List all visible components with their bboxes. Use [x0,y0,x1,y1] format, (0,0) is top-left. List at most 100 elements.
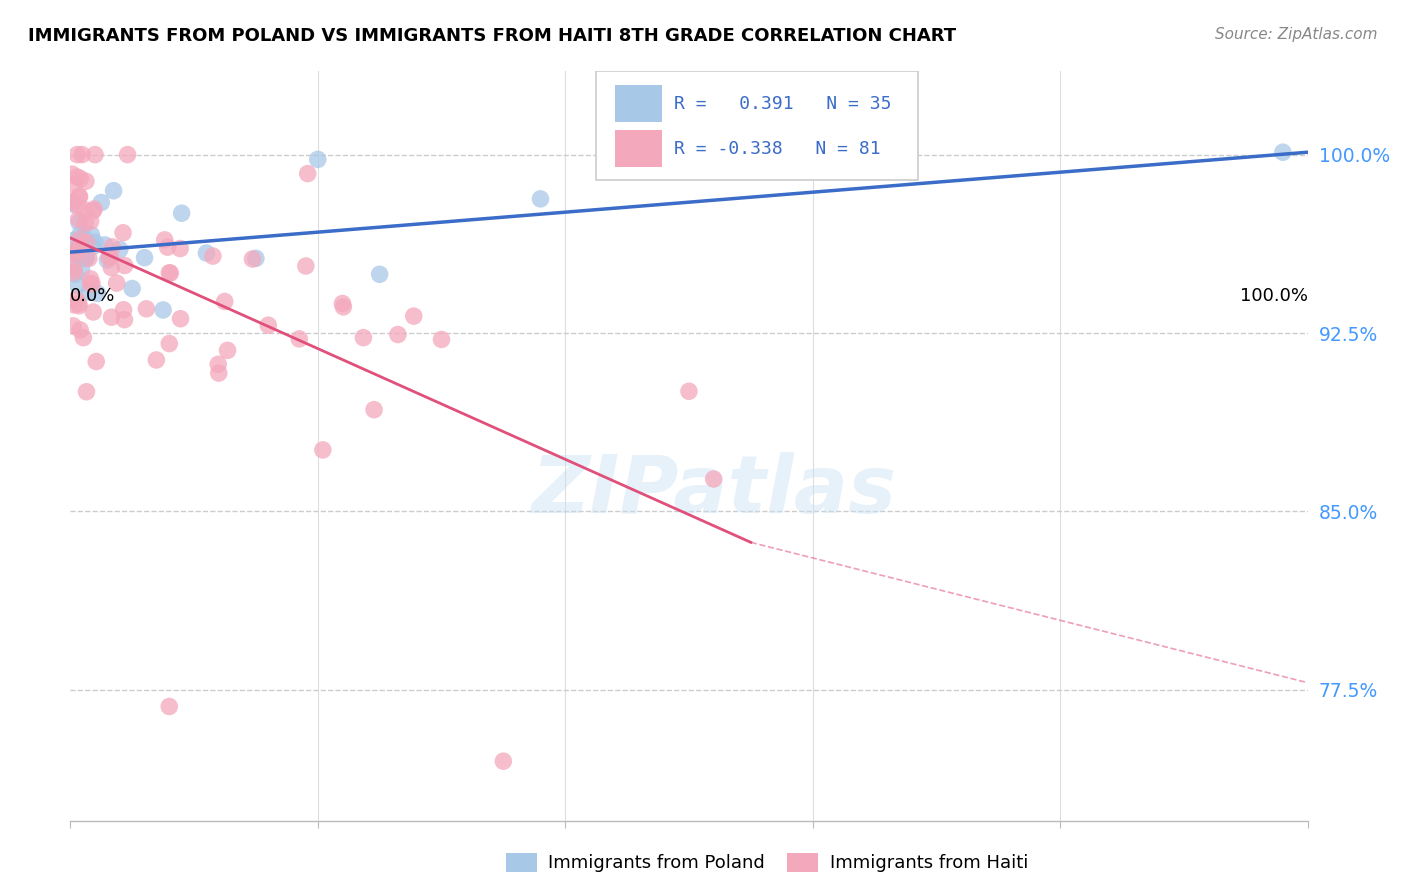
Point [63,245,86,260]
Point [86,286,108,301]
Point [152,302,174,317]
Point [75,203,97,218]
Point [332,296,354,310]
Point [60,167,83,181]
Text: Immigrants from Poland: Immigrants from Poland [548,854,765,871]
Point [72,249,94,263]
Point [67,239,90,253]
Point [153,233,176,247]
Point [195,246,218,260]
Point [312,442,335,457]
Point [214,294,236,309]
Point [242,252,264,266]
Text: 100.0%: 100.0% [1240,287,1308,305]
Point [529,192,551,206]
Point [62,258,84,272]
Point [157,266,180,280]
Point [63,298,86,312]
Point [75,216,97,230]
Point [75,252,97,266]
Point [100,250,122,264]
Text: R =   0.391   N = 35: R = 0.391 N = 35 [673,95,891,112]
Point [201,249,224,263]
Point [207,357,229,371]
Point [217,343,239,358]
Point [332,300,354,314]
Point [82,240,104,254]
Point [157,699,180,714]
Point [295,259,318,273]
Point [69,323,91,337]
Point [169,311,191,326]
Text: R = -0.338   N = 81: R = -0.338 N = 81 [673,139,880,158]
Point [63,244,86,258]
Point [402,309,425,323]
Point [66,278,89,293]
Point [82,203,104,218]
Point [73,229,96,244]
Point [117,147,139,161]
Text: Immigrants from Haiti: Immigrants from Haiti [830,854,1028,871]
Point [75,174,97,188]
Point [66,198,89,212]
Point [63,178,86,192]
Point [288,332,311,346]
Point [84,147,107,161]
Point [63,233,86,247]
Point [63,261,86,276]
Point [112,302,135,317]
Bar [614,130,662,168]
Point [703,472,725,486]
Point [387,327,409,342]
Point [79,277,101,291]
Point [90,195,112,210]
Point [76,235,98,250]
Point [134,251,156,265]
Point [156,240,179,254]
Point [72,331,94,345]
Text: 0.0%: 0.0% [70,287,115,305]
Point [62,318,84,333]
FancyBboxPatch shape [596,71,918,180]
Text: IMMIGRANTS FROM POLAND VS IMMIGRANTS FROM HAITI 8TH GRADE CORRELATION CHART: IMMIGRANTS FROM POLAND VS IMMIGRANTS FRO… [28,27,956,45]
Point [170,206,193,220]
Point [678,384,700,399]
Point [108,243,131,257]
Point [83,202,105,216]
Point [67,297,90,311]
Point [98,251,121,265]
Point [60,196,83,211]
Point [65,267,87,281]
Point [84,235,107,250]
Point [69,171,91,186]
Bar [614,85,662,122]
Point [352,331,374,345]
Point [65,293,87,307]
Point [69,227,91,242]
Point [84,354,107,368]
Point [63,246,86,260]
Point [307,153,329,167]
Point [67,215,90,229]
Point [67,299,90,313]
Point [208,366,231,380]
Point [75,384,97,399]
Point [100,260,122,275]
Point [77,252,100,266]
Point [121,281,143,295]
Text: ZIPatlas: ZIPatlas [531,452,896,530]
Point [145,353,167,368]
Point [245,252,267,266]
Point [135,301,157,316]
Point [66,170,89,185]
Point [70,147,93,161]
Point [77,285,100,299]
Point [79,214,101,228]
Point [368,268,391,282]
Point [69,190,91,204]
Point [114,312,136,326]
Point [105,276,128,290]
Text: Source: ZipAtlas.com: Source: ZipAtlas.com [1215,27,1378,42]
Point [82,305,104,319]
Point [69,232,91,246]
